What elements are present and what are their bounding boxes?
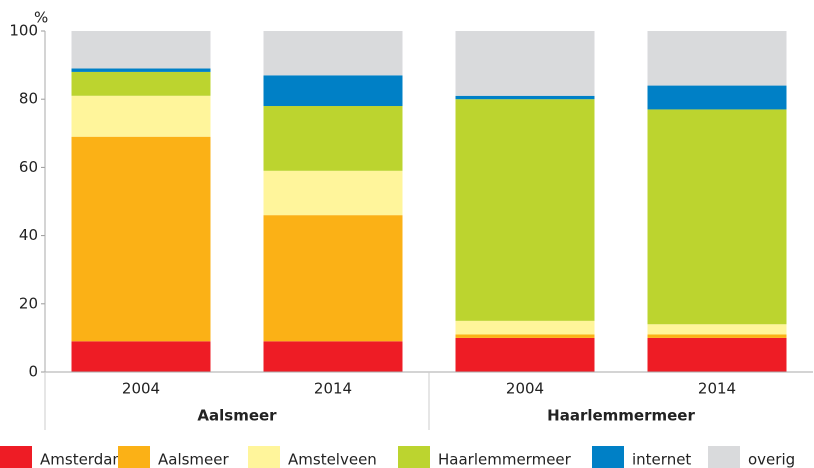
bar-segment — [71, 68, 211, 72]
bar-segment — [647, 334, 787, 338]
y-tick-label: 100 — [9, 22, 38, 40]
x-tick-label: 2014 — [314, 380, 352, 398]
bar-segment — [71, 95, 211, 137]
bar-segment — [263, 31, 403, 76]
legend-swatch — [708, 446, 740, 468]
bar-segment — [263, 106, 403, 171]
legend-label: Amsterdam — [40, 451, 127, 468]
legend-swatch — [592, 446, 624, 468]
legend-label: internet — [632, 451, 691, 468]
y-tick-label: 20 — [19, 294, 38, 312]
y-tick-label: 40 — [19, 226, 38, 244]
x-tick-label: 2014 — [698, 380, 736, 398]
bar-segment — [455, 337, 595, 372]
bar-segment — [455, 99, 595, 321]
bar-segment — [71, 341, 211, 372]
bar-segment — [263, 215, 403, 342]
bar-segment — [647, 109, 787, 325]
legend-swatch — [0, 446, 32, 468]
bar-segment — [647, 85, 787, 110]
group-label: Aalsmeer — [197, 407, 277, 425]
bar-segment — [71, 31, 211, 69]
bar-segment — [647, 31, 787, 86]
legend-swatch — [248, 446, 280, 468]
legend-swatch — [118, 446, 150, 468]
bar-segment — [647, 337, 787, 372]
y-tick-label: 80 — [19, 90, 38, 108]
legend-label: Amstelveen — [288, 451, 377, 468]
bar-segment — [455, 31, 595, 96]
legend-label: Haarlemmermeer — [438, 451, 572, 468]
bar-segment — [647, 324, 787, 335]
bar-segment — [455, 320, 595, 335]
y-tick-label: 60 — [19, 158, 38, 176]
bar-segment — [455, 95, 595, 100]
y-tick-label: 0 — [28, 363, 38, 381]
bar-segment — [71, 71, 211, 96]
legend-label: overig — [748, 451, 795, 468]
bar-segment — [455, 334, 595, 338]
x-tick-label: 2004 — [506, 380, 544, 398]
bar-segment — [71, 136, 211, 342]
legend-swatch — [398, 446, 430, 468]
legend-label: Aalsmeer — [158, 451, 230, 468]
bar-segment — [263, 341, 403, 372]
y-axis-label: % — [34, 9, 48, 27]
bar-segment — [263, 170, 403, 216]
x-tick-label: 2004 — [122, 380, 160, 398]
bar-segment — [263, 75, 403, 107]
group-label: Haarlemmermeer — [547, 407, 695, 425]
